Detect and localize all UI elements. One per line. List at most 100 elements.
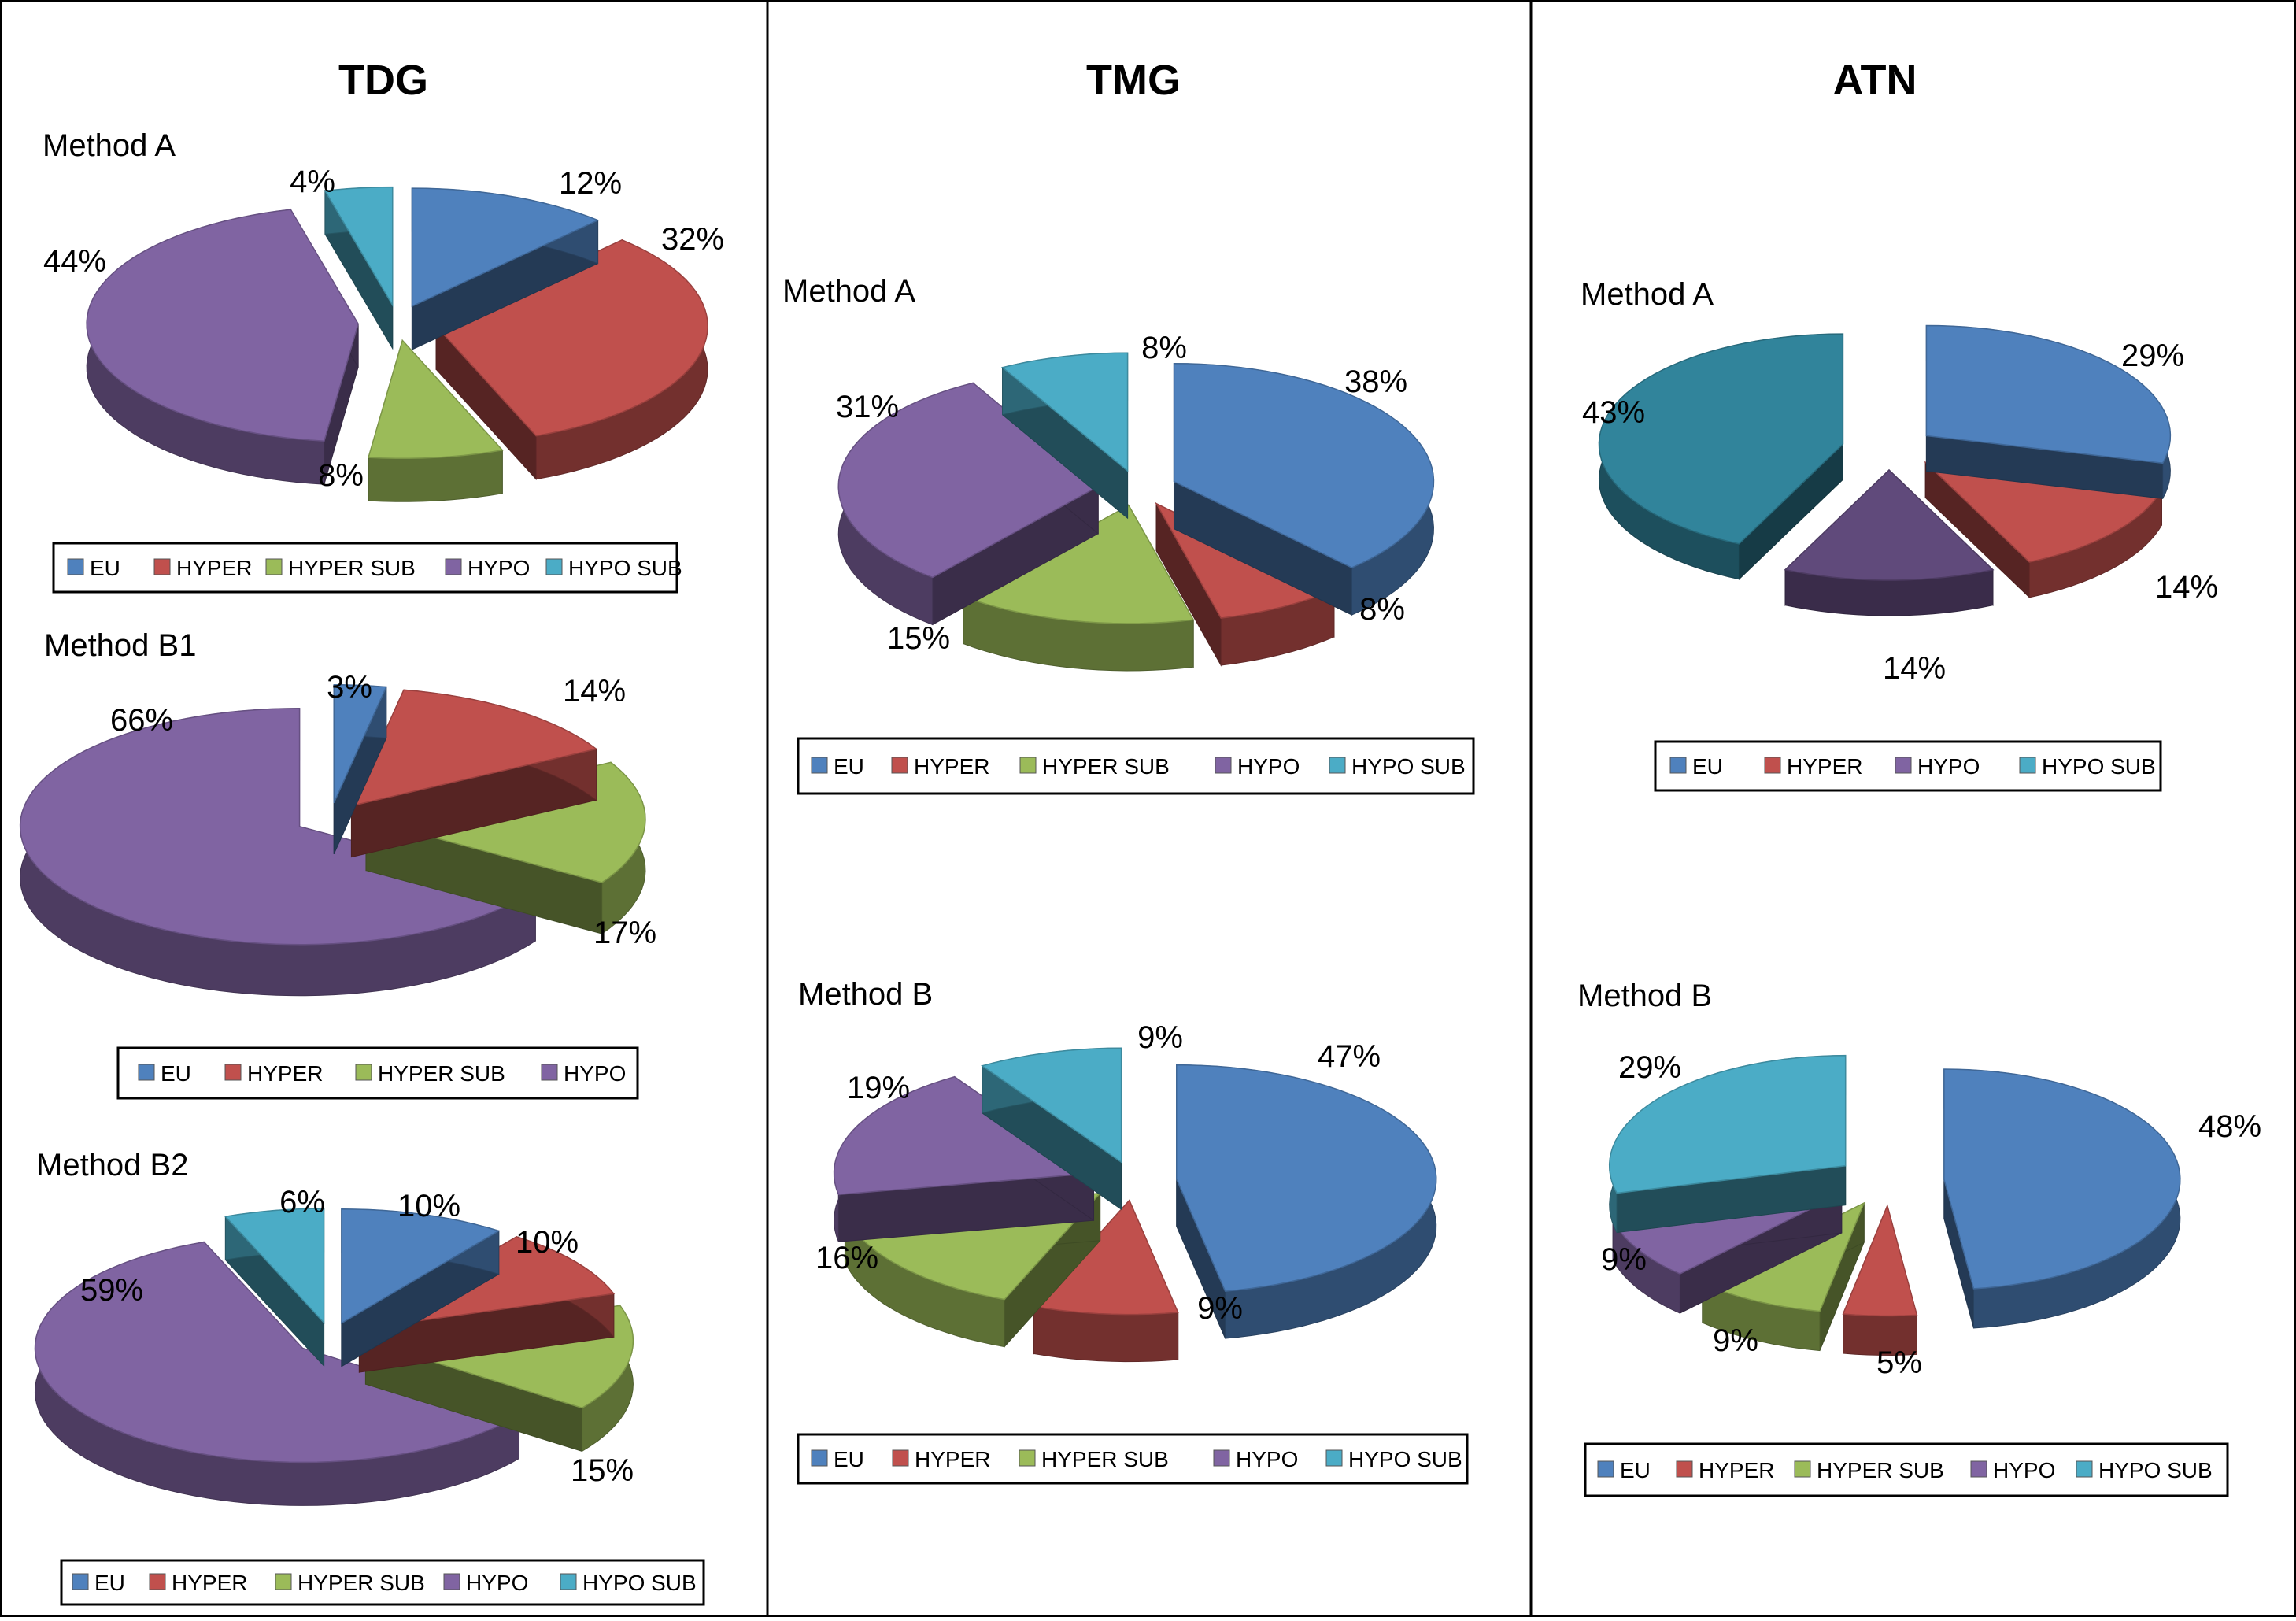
legend-label-hypo-sub: HYPO SUB: [582, 1571, 697, 1595]
legend-swatch-hypo: [445, 558, 462, 575]
pie-chart-tdg-method-b2: 10% 10% 15% 59% 6% EU HYPER HYPER SUB HYPO HYPO S…: [34, 1185, 705, 1606]
legend-label-hypo: HYPO: [468, 556, 530, 580]
legend-label-hyper: HYPER: [247, 1061, 323, 1086]
data-label-hypo: 66%: [110, 703, 173, 738]
legend-swatch-eu: [67, 558, 84, 575]
legend-swatch-hypo: [1895, 757, 1912, 774]
legend-label-hypo: HYPO: [1993, 1458, 2055, 1482]
legend: EU HYPER HYPER SUB HYPO HYPO SUB: [797, 1433, 1469, 1485]
legend-label-hyper-sub: HYPER SUB: [298, 1571, 425, 1595]
legend-swatch-hyper: [1764, 757, 1781, 774]
data-label-eu: 29%: [2121, 339, 2184, 373]
legend-swatch-hypo-sub: [545, 558, 563, 575]
legend-label-hyper: HYPER: [915, 1447, 990, 1471]
data-label-eu: 47%: [1318, 1039, 1381, 1074]
pie-chart-tdg-method-b1: 3% 14% 17% 66% EU HYPER HYPER SUB HYPO: [19, 670, 656, 1100]
pie-chart-tmg-method-a: 38% 8% 15% 31% 8% EU HYPER HYPER SUB HYPO HYPO SU…: [797, 331, 1475, 795]
pie-chart-tdg-method-a: 12% 32% 8% 44% 4% EU HYPER HYPER SUB HYPO HYPO SU…: [43, 165, 724, 594]
charts-layer: 12% 32% 8% 44% 4% EU HYPER HYPER SUB HYPO HYPO SU…: [19, 165, 2261, 1606]
pie-slice-eu: [411, 187, 600, 350]
pie-slice-eu: [1943, 1068, 2181, 1329]
legend-label-hyper: HYPER: [1787, 754, 1862, 779]
legend-label-hypo: HYPO: [564, 1061, 626, 1086]
data-label-hypo-sub: 29%: [1618, 1050, 1681, 1085]
pie-slice-hyper: [350, 689, 598, 858]
legend-label-hyper: HYPER: [1699, 1458, 1774, 1482]
legend-label-hypo: HYPO: [1917, 754, 1980, 779]
panel-title-atn-method-a: Method A: [1581, 277, 1714, 312]
legend-swatch-hyper: [892, 1449, 909, 1467]
legend: EU HYPER HYPER SUB HYPO HYPO SUB: [797, 737, 1475, 795]
legend-swatch-hypo-sub: [1329, 757, 1346, 774]
data-label-eu: 48%: [2198, 1109, 2261, 1144]
data-label-hypo-sub: 9%: [1137, 1020, 1183, 1055]
pie-slice-eu: [1176, 1064, 1437, 1339]
legend-swatch-eu: [811, 1449, 828, 1467]
data-label-hyper-sub: 9%: [1713, 1323, 1758, 1358]
panel-title-tdg-method-b1: Method B1: [44, 628, 196, 663]
legend-swatch-eu: [72, 1573, 89, 1590]
legend-label-hypo-sub: HYPO SUB: [1351, 754, 1466, 779]
legend-swatch-hyper: [149, 1573, 166, 1590]
data-label-hyper-sub: 15%: [571, 1453, 634, 1488]
data-label-hyper: 10%: [516, 1225, 579, 1260]
legend-swatch-hypo: [443, 1573, 460, 1590]
pie-slice-hypo-sub: [224, 1208, 325, 1367]
legend: EU HYPER HYPO HYPO SUB: [1654, 740, 2162, 792]
data-label-hypo: 31%: [836, 390, 899, 424]
data-label-hypo-sub: 6%: [279, 1185, 325, 1219]
pie-slice-eu: [1925, 324, 2172, 499]
legend-swatch-eu: [1597, 1460, 1614, 1478]
legend-label-hypo-sub: HYPO SUB: [1348, 1447, 1462, 1471]
legend-swatch-hyper: [891, 757, 908, 774]
legend-swatch-hyper-sub: [355, 1064, 372, 1081]
legend-label-hypo: HYPO: [1237, 754, 1300, 779]
data-label-hypo-sub: 4%: [290, 165, 335, 199]
panel-title-tmg-method-b: Method B: [798, 977, 933, 1012]
data-label-hypo: 19%: [847, 1071, 910, 1105]
data-label-eu: 12%: [559, 166, 622, 201]
data-label-hyper-sub: 16%: [815, 1241, 878, 1275]
data-label-hyper-sub: 17%: [593, 916, 656, 950]
legend: EU HYPER HYPER SUB HYPO HYPO SUB: [60, 1559, 705, 1606]
legend-label-eu: EU: [90, 556, 120, 580]
data-label-hyper: 14%: [2155, 570, 2218, 605]
data-label-hyper: 32%: [661, 222, 724, 257]
pie-chart-atn-method-a: 29% 14% 14% 43% EU HYPER HYPO HYPO SUB: [1582, 324, 2218, 792]
legend-swatch-hyper: [224, 1064, 242, 1081]
legend-label-eu: EU: [1692, 754, 1723, 779]
legend-label-eu: EU: [834, 754, 864, 779]
pie-slice-hypo-sub: [1598, 333, 1844, 580]
legend-box: [797, 1433, 1469, 1485]
legend-swatch-hypo-sub: [2019, 757, 2036, 774]
data-label-hypo: 9%: [1601, 1242, 1647, 1277]
pie-slice-hypo-sub: [324, 186, 394, 350]
legend-label-hypo-sub: HYPO SUB: [2098, 1458, 2213, 1482]
data-label-eu: 3%: [327, 670, 372, 705]
data-label-hyper: 14%: [563, 674, 626, 709]
data-label-hyper: 5%: [1876, 1345, 1922, 1380]
legend-swatch-hypo-sub: [560, 1573, 577, 1590]
data-label-eu: 38%: [1344, 365, 1407, 399]
legend-swatch-hypo: [1970, 1460, 1987, 1478]
legend-swatch-hyper-sub: [275, 1573, 292, 1590]
legend-label-hyper: HYPER: [176, 556, 252, 580]
panel-title-tdg-method-b2: Method B2: [36, 1148, 188, 1182]
data-label-hypo: 59%: [80, 1273, 143, 1308]
legend-swatch-hypo: [541, 1064, 558, 1081]
pie-slice-hypo: [34, 1241, 521, 1506]
pie-slice-hypo: [86, 208, 359, 485]
legend-swatch-hypo-sub: [2076, 1460, 2093, 1478]
legend-label-hyper-sub: HYPER SUB: [378, 1061, 505, 1086]
pie-slice-eu: [333, 684, 387, 855]
pie-slice-hypo: [1784, 468, 1995, 616]
legend-label-eu: EU: [1620, 1458, 1651, 1482]
legend: EU HYPER HYPER SUB HYPO HYPO SUB: [1584, 1442, 2229, 1497]
pie-slice-hyper-sub: [961, 504, 1195, 672]
legend-swatch-eu: [138, 1064, 155, 1081]
panel-title-atn-method-b: Method B: [1577, 979, 1712, 1013]
legend-label-hypo: HYPO: [1236, 1447, 1298, 1471]
panel-title-tdg-method-a: Method A: [43, 128, 176, 163]
